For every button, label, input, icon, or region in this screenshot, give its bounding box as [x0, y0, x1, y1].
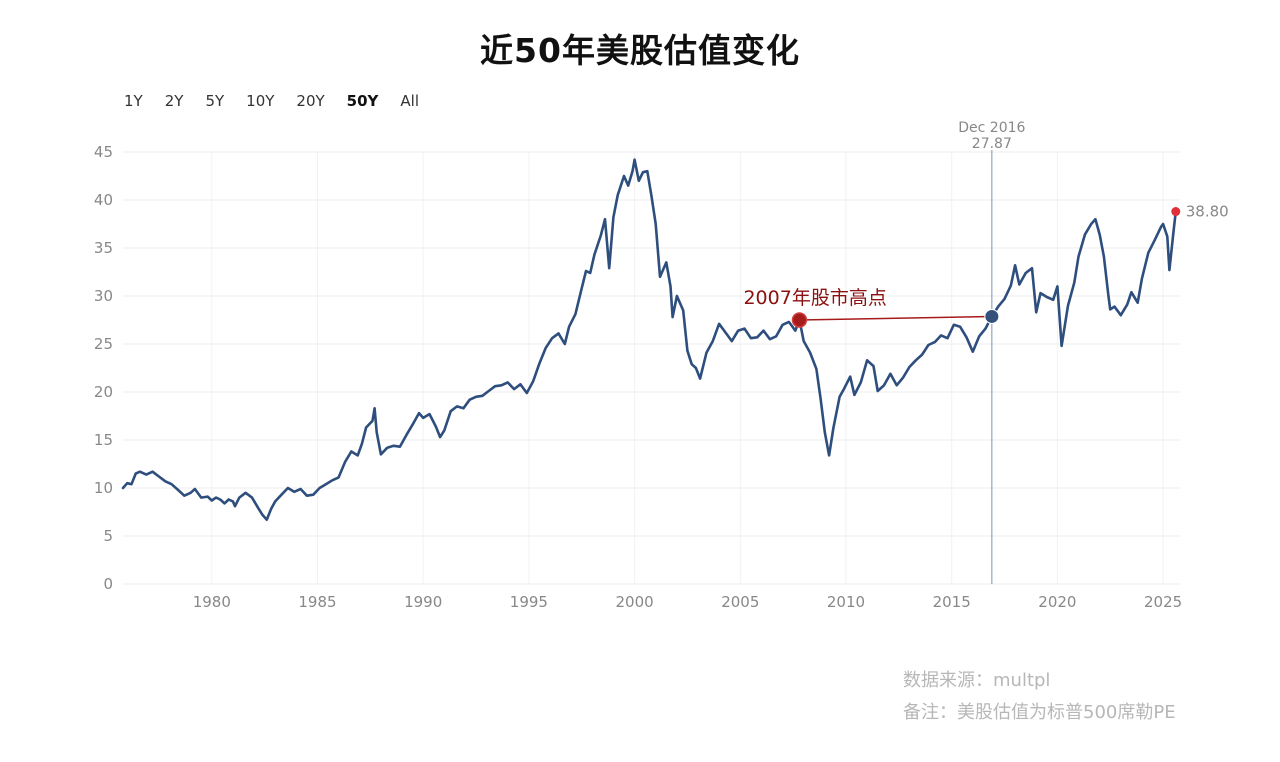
- y-tick-label-5: 5: [103, 527, 113, 545]
- x-tick-label-2005: 2005: [721, 593, 759, 611]
- x-tick-label-1985: 1985: [298, 593, 336, 611]
- range-all-button[interactable]: All: [400, 92, 420, 110]
- x-tick-label-2025: 2025: [1144, 593, 1182, 611]
- range-20y-button[interactable]: 20Y: [296, 92, 325, 110]
- x-tick-label-2015: 2015: [933, 593, 971, 611]
- crosshair-date-label: Dec 2016: [958, 120, 1025, 136]
- range-50y-button[interactable]: 50Y: [346, 92, 379, 110]
- y-tick-label-35: 35: [94, 239, 113, 257]
- x-tick-label-2010: 2010: [827, 593, 865, 611]
- x-tick-label-2000: 2000: [615, 593, 653, 611]
- y-tick-label-30: 30: [94, 287, 113, 305]
- last-value-label: 38.80: [1186, 203, 1229, 221]
- remark-note: 备注：美股估值为标普500席勒PE: [903, 702, 1176, 723]
- annotation-start-marker: [791, 312, 808, 328]
- annotation-label: 2007年股市高点: [743, 287, 886, 309]
- y-tick-label-15: 15: [94, 431, 113, 449]
- range-5y-button[interactable]: 5Y: [205, 92, 225, 110]
- chart-title: 近50年美股估值变化: [480, 31, 800, 70]
- y-tick-label-40: 40: [94, 191, 113, 209]
- y-tick-label-45: 45: [94, 143, 113, 161]
- range-2y-button[interactable]: 2Y: [164, 92, 184, 110]
- last-value-point: [1171, 207, 1181, 217]
- crosshair-point-marker: [984, 308, 1000, 324]
- range-10y-button[interactable]: 10Y: [246, 92, 275, 110]
- range-selector: 1Y 2Y 5Y 10Y 20Y 50Y All: [124, 92, 441, 110]
- x-tick-label-1990: 1990: [404, 593, 442, 611]
- x-tick-label-1995: 1995: [510, 593, 548, 611]
- y-tick-label-25: 25: [94, 335, 113, 353]
- y-tick-label-10: 10: [94, 479, 113, 497]
- annotation-line: [799, 315, 992, 321]
- x-tick-label-1980: 1980: [193, 593, 231, 611]
- range-1y-button[interactable]: 1Y: [124, 92, 143, 110]
- crosshair-value-label: 27.87: [972, 136, 1012, 152]
- y-tick-label-20: 20: [94, 383, 113, 401]
- y-tick-label-0: 0: [103, 575, 113, 593]
- series-line: [121, 158, 1178, 521]
- data-source-note: 数据来源：multpl: [903, 670, 1051, 691]
- x-tick-label-2020: 2020: [1038, 593, 1076, 611]
